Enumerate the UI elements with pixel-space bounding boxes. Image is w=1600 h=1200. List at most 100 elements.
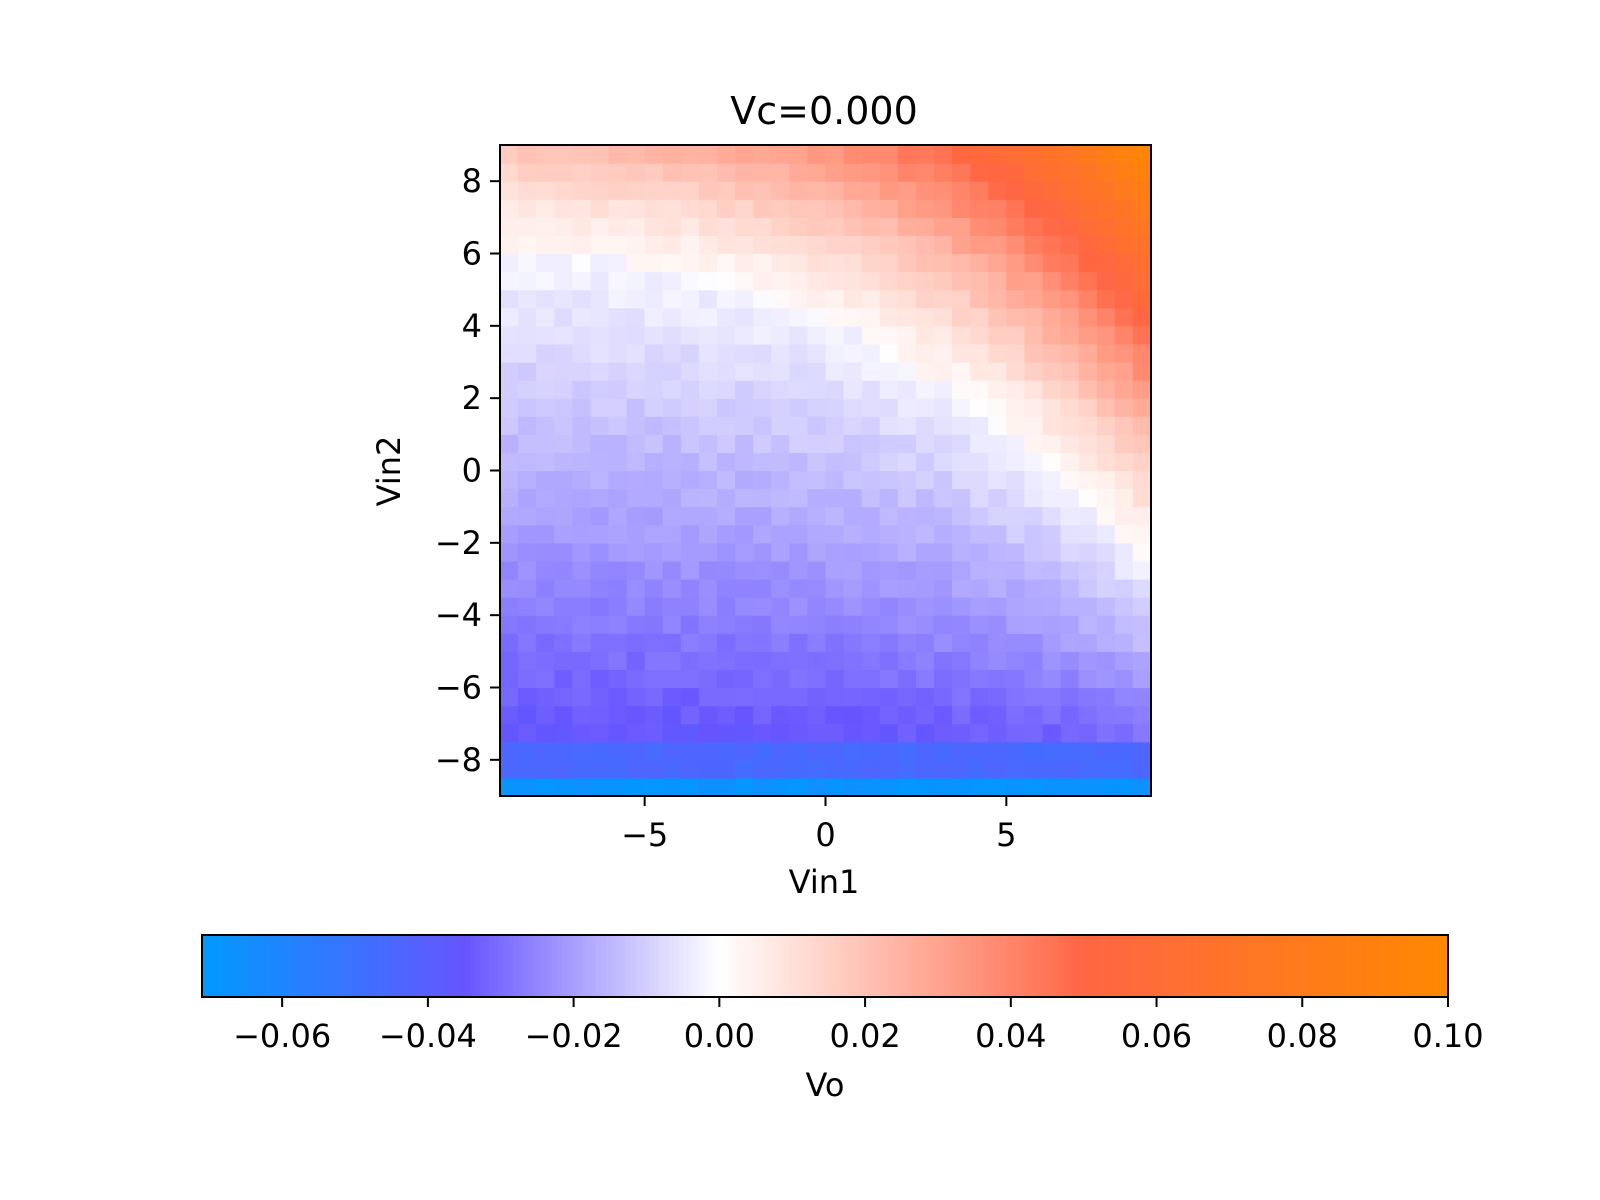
heatmap-cell — [897, 398, 917, 417]
heatmap-cell — [934, 777, 953, 797]
heatmap-cell — [572, 271, 592, 291]
colorbar-segment — [601, 935, 607, 997]
colorbar-segment — [776, 935, 782, 997]
colorbar-segment — [688, 935, 695, 997]
heatmap-cell — [608, 253, 628, 273]
colorbar-segment — [615, 935, 622, 997]
heatmap-cell — [554, 398, 573, 417]
heatmap-cell — [590, 289, 610, 309]
heatmap-cell — [1060, 524, 1080, 544]
heatmap-cell — [1132, 633, 1152, 652]
heatmap-cell — [735, 271, 754, 291]
heatmap-cell — [952, 235, 971, 255]
heatmap-cell — [536, 398, 555, 417]
heatmap-cell — [843, 542, 863, 562]
heatmap-cell — [1078, 343, 1098, 363]
colorbar-segment — [727, 935, 734, 997]
heatmap-cell — [572, 452, 592, 472]
heatmap-cell — [861, 759, 881, 779]
heatmap-cell — [608, 434, 628, 454]
colorbar-segment — [1009, 935, 1016, 997]
heatmap-cell — [753, 325, 772, 345]
heatmap-cell — [1096, 542, 1116, 562]
heatmap-cell — [1132, 506, 1152, 526]
heatmap-cell — [1024, 452, 1044, 472]
colorbar-segment — [1000, 935, 1006, 997]
heatmap-cell — [1042, 145, 1062, 164]
heatmap-cell — [644, 362, 664, 381]
heatmap-cell — [807, 398, 827, 417]
colorbar-segment — [474, 935, 481, 997]
heatmap-cell — [952, 416, 971, 435]
heatmap-cell — [1006, 163, 1026, 182]
heatmap-cell — [735, 325, 754, 345]
colorbar-segment — [216, 935, 223, 997]
heatmap-cell — [1024, 651, 1044, 671]
heatmap-cell — [1006, 615, 1026, 634]
colorbar-segment — [878, 935, 885, 997]
heatmap-cell — [572, 723, 592, 743]
colorbar-segment — [1141, 935, 1147, 997]
heatmap-cell — [500, 235, 519, 255]
heatmap-cell — [536, 271, 555, 291]
heatmap-cell — [717, 343, 736, 363]
colorbar-tick-label: −0.02 — [525, 1017, 623, 1055]
heatmap-cell — [1132, 416, 1152, 435]
heatmap-cell — [1042, 524, 1062, 544]
colorbar-segment — [528, 935, 534, 997]
heatmap-cell — [1114, 597, 1134, 616]
colorbar-segment — [932, 935, 938, 997]
heatmap-cell — [735, 597, 754, 616]
heatmap-cell — [970, 398, 989, 417]
x-tick-label: 0 — [815, 816, 835, 854]
heatmap-cell — [897, 615, 917, 634]
heatmap-cell — [500, 380, 519, 399]
heatmap-cell — [934, 380, 953, 399]
heatmap-cell — [1078, 470, 1098, 490]
heatmap-cell — [717, 362, 736, 381]
heatmap-cell — [572, 163, 592, 182]
heatmap-cell — [572, 741, 592, 761]
heatmap-cell — [680, 416, 700, 435]
heatmap-cell — [843, 398, 863, 417]
heatmap-cell — [861, 271, 881, 291]
heatmap-cell — [608, 687, 628, 707]
heatmap-cell — [1024, 307, 1044, 327]
heatmap-cell — [1042, 687, 1062, 707]
colorbar-segment — [946, 935, 953, 997]
heatmap-cell — [572, 307, 592, 327]
heatmap-cell — [934, 524, 953, 544]
heatmap-cell — [1006, 524, 1026, 544]
heatmap-cell — [500, 253, 519, 273]
heatmap-cell — [554, 687, 573, 707]
colorbar-segment — [654, 935, 661, 997]
heatmap-cell — [500, 452, 519, 472]
colorbar-segment — [270, 935, 276, 997]
heatmap-cell — [1060, 289, 1080, 309]
heatmap-cell — [934, 398, 953, 417]
heatmap-cell — [825, 452, 845, 472]
colorbar-segment — [352, 935, 359, 997]
heatmap-cell — [861, 633, 881, 652]
heatmap-cell — [1096, 615, 1116, 634]
heatmap-cell — [807, 343, 827, 363]
heatmap-cell — [807, 199, 827, 218]
colorbar-segment — [1190, 935, 1196, 997]
heatmap-cell — [825, 289, 845, 309]
colorbar-segment — [328, 935, 335, 997]
heatmap-cell — [753, 199, 772, 218]
heatmap-cell — [572, 398, 592, 417]
heatmap-cell — [500, 687, 519, 707]
heatmap-cell — [771, 488, 790, 508]
heatmap-cell — [897, 307, 917, 327]
heatmap-cell — [934, 289, 953, 309]
heatmap-cell — [590, 651, 610, 671]
heatmap-cell — [626, 416, 646, 435]
heatmap-cell — [934, 307, 953, 327]
heatmap-cell — [1114, 687, 1134, 707]
heatmap-cell — [825, 181, 845, 200]
colorbar-segment — [450, 935, 456, 997]
heatmap-cell — [753, 542, 772, 562]
heatmap-cell — [753, 597, 772, 616]
heatmap-cell — [952, 163, 971, 182]
